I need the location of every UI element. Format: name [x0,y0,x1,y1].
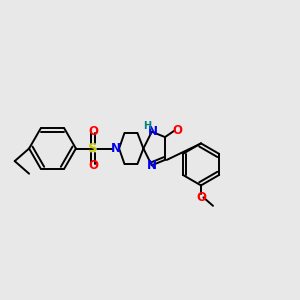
Text: N: N [147,159,157,172]
Text: S: S [88,142,98,155]
Text: O: O [172,124,183,137]
Text: O: O [88,159,98,172]
Text: H: H [143,121,152,131]
Text: N: N [147,125,158,138]
Text: O: O [88,125,98,138]
Text: O: O [196,191,206,204]
Text: N: N [110,142,121,155]
